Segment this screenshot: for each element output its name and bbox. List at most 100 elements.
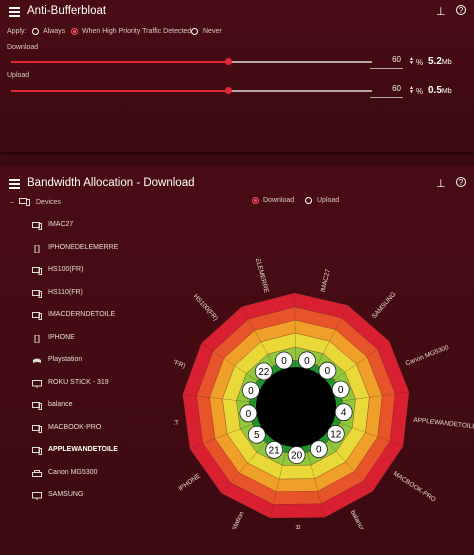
segment-label: Canon MG5300 (405, 344, 451, 367)
segment-value: 0 (316, 445, 322, 456)
monitor-icon (32, 379, 42, 388)
printer-icon (32, 469, 42, 477)
segment-value-bubble[interactable] (318, 361, 337, 380)
apply-label: Apply: (7, 28, 27, 35)
segment-value: 22 (258, 367, 270, 378)
device-label: MACBOOK-PRO (48, 423, 102, 431)
upload-slider[interactable] (11, 87, 372, 94)
segment-value: 0 (338, 385, 344, 396)
direction-download-label: Download (263, 197, 295, 204)
pin-icon[interactable]: ⊥ (436, 6, 446, 18)
download-label: Download (7, 44, 39, 51)
help-icon[interactable]: ? (456, 5, 466, 15)
desktop-icon (32, 267, 42, 275)
radio-always[interactable] (32, 28, 39, 35)
download-slider[interactable] (11, 58, 372, 65)
wheel-spoke (201, 343, 263, 385)
segment-label: SAMSUNG (371, 291, 398, 320)
monitor-icon (32, 492, 42, 500)
radio-upload[interactable] (305, 197, 312, 204)
upload-label: Upload (7, 72, 30, 79)
wheel-spoke (182, 394, 257, 403)
panel-title: Bandwidth Allocation - Download (27, 177, 195, 189)
segment-value-bubble[interactable] (331, 380, 350, 399)
segment-value-bubble[interactable] (334, 403, 353, 422)
upload-slider-handle[interactable] (224, 87, 232, 94)
segment-value: 20 (291, 451, 303, 462)
segment-value-bubble[interactable] (326, 424, 345, 443)
segment-label: APPLEWANDETOILE (413, 417, 474, 431)
phone-icon (32, 334, 41, 343)
option-high-priority-label: When High Priority Traffic Detected (82, 28, 192, 35)
wheel-spoke (269, 445, 288, 519)
upload-percent-unit: % (416, 87, 424, 96)
wheel-spoke (313, 305, 349, 372)
desktop-icon (32, 222, 42, 230)
segment-value: 12 (330, 429, 342, 440)
download-rate: 5.2Mb (428, 56, 452, 67)
segment-value-bubble[interactable] (254, 362, 273, 381)
segment-value: 5 (254, 430, 260, 441)
segment-value-bubble[interactable] (309, 440, 328, 459)
help-icon[interactable]: ? (456, 177, 466, 187)
segment-value-bubble[interactable] (247, 425, 266, 444)
desktop-icon (32, 424, 42, 433)
segment-label: HS110(FR) (174, 352, 186, 370)
upload-rate: 0.5Mb (428, 85, 452, 96)
upload-percent-value: 60 (392, 84, 401, 93)
download-spinner-icon[interactable]: ▲ ▼ (409, 56, 414, 66)
segment-label: IPHONEDELEMERRE (246, 259, 269, 294)
segment-value-bubble[interactable] (242, 381, 260, 400)
device-label: ROKU STICK - 319 (48, 378, 109, 386)
download-percent-value: 60 (392, 55, 401, 64)
segment-value-bubble[interactable] (265, 440, 284, 459)
option-never-label: Never (203, 28, 222, 35)
segment-value: 0 (325, 366, 331, 377)
pin-icon[interactable]: ⊥ (436, 178, 446, 190)
device-label: Canon MG5300 (48, 468, 98, 476)
segment-value-bubble[interactable] (275, 351, 293, 370)
download-rate-value: 5.2 (428, 56, 442, 67)
wheel-spoke (333, 420, 404, 447)
wheel-spoke (335, 391, 410, 402)
wheel-spoke (189, 421, 259, 449)
desktop-icon (32, 289, 42, 298)
segment-value-bubble[interactable] (239, 404, 258, 423)
segment-value: 4 (341, 408, 347, 419)
gamepad-icon (32, 357, 41, 364)
device-label: IMACDERNDETOILE (48, 311, 116, 318)
collapse-icon[interactable]: – (10, 199, 14, 206)
device-label: IMAC27 (48, 221, 74, 228)
upload-percent-input[interactable]: 60 (370, 84, 403, 98)
segment-label: IMAC27 (320, 268, 332, 293)
segment-value: 21 (269, 445, 281, 456)
bandwidth-wheel[interactable]: 0 IMAC27 0 SAMSUNG 0 Canon MG5300 4 APPLEWANDET… (174, 259, 474, 529)
phone-icon (32, 244, 41, 253)
bandwidth-allocation-panel: Bandwidth Allocation - Download ⊥ ? Down… (0, 165, 474, 555)
segment-label: IPHONE (177, 472, 202, 492)
upload-rate-value: 0.5 (428, 85, 442, 96)
upload-spinner-icon[interactable]: ▲ ▼ (409, 85, 414, 95)
download-percent-input[interactable]: 60 (370, 55, 403, 69)
anti-bufferbloat-panel: Anti-Bufferbloat ⊥ ? Apply: Always When … (0, 0, 474, 152)
device-label: Playstation (48, 356, 83, 363)
download-slider-fill (11, 61, 228, 63)
wheel-spoke (322, 436, 373, 492)
upload-slider-fill (11, 90, 228, 92)
segment-value: 0 (281, 356, 287, 367)
wheel-spoke (305, 445, 325, 518)
devices-root-label: Devices (36, 199, 61, 206)
menu-icon[interactable] (9, 7, 20, 17)
radio-never[interactable] (191, 28, 198, 35)
desktop-icon (32, 312, 42, 320)
device-label: IPHONEDELEMERRE (48, 243, 119, 251)
segment-value-bubble[interactable] (297, 351, 316, 370)
radio-high-priority[interactable] (71, 28, 78, 35)
segment-value-bubble[interactable] (287, 446, 306, 464)
segment-label: ROKU STICK - (294, 525, 302, 529)
radio-download[interactable] (252, 197, 259, 204)
upload-rate-unit: Mb (441, 88, 452, 95)
segment-value: 0 (304, 356, 310, 367)
download-slider-handle[interactable] (224, 58, 232, 65)
menu-icon[interactable] (9, 179, 20, 189)
